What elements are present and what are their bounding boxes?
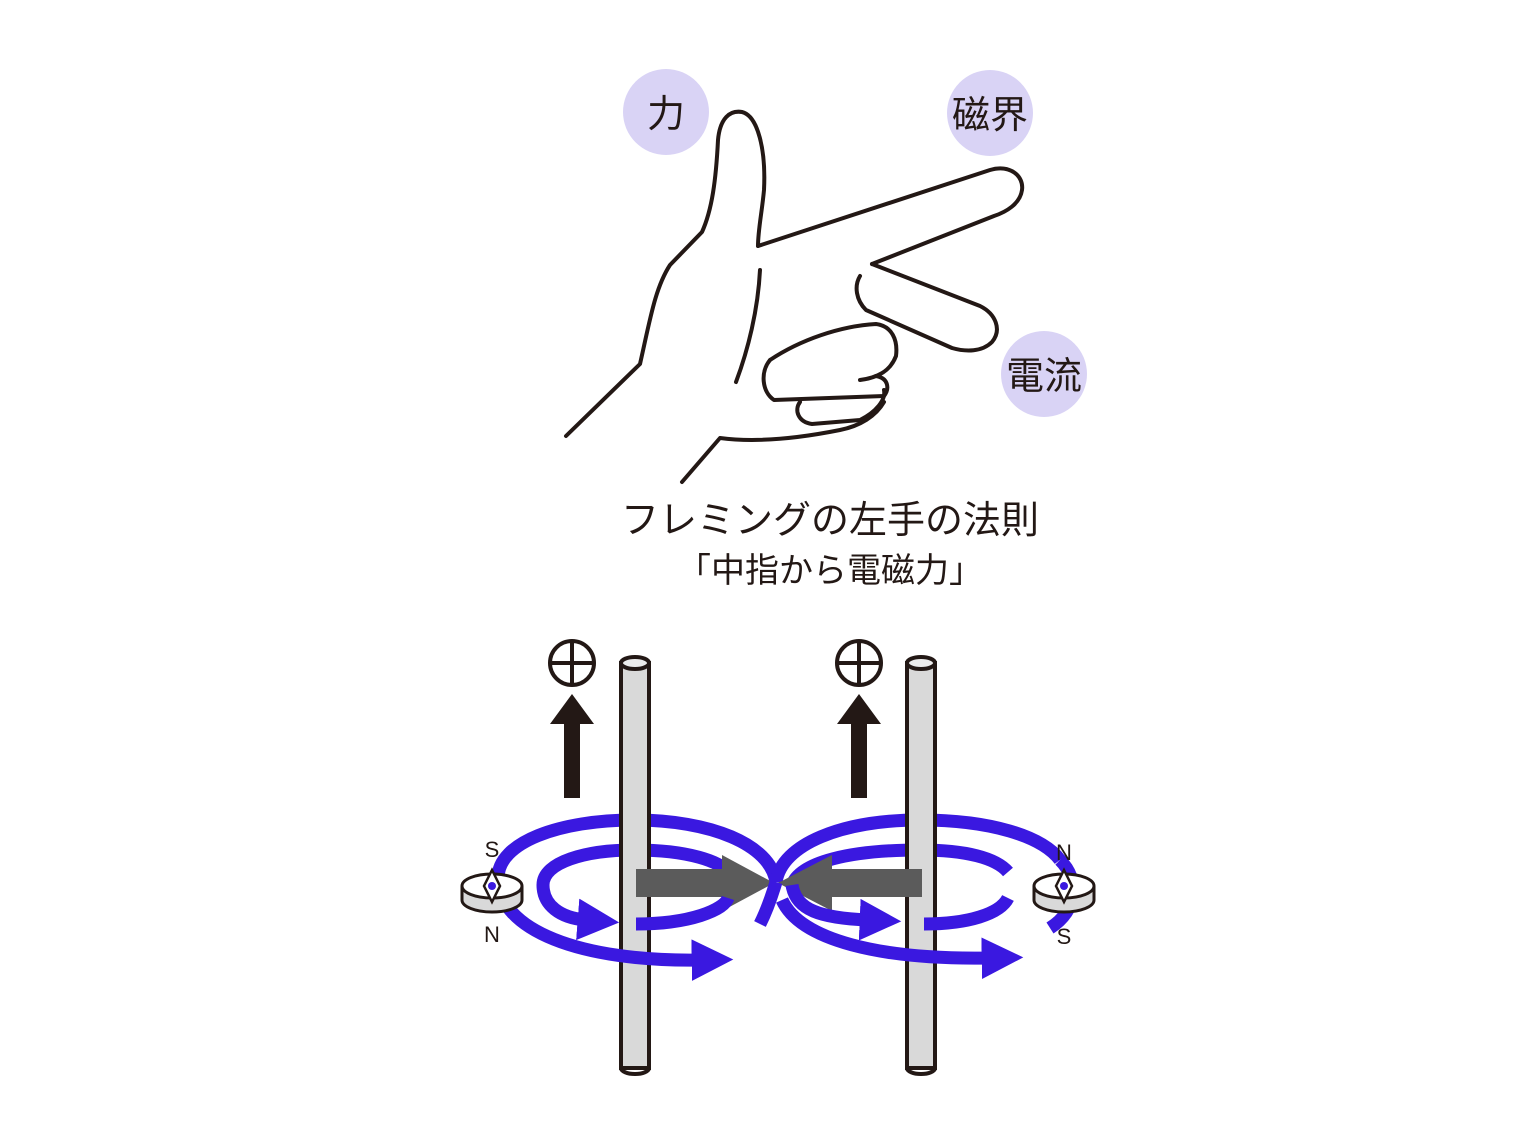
current-arrow-left bbox=[550, 694, 594, 798]
current-arrow-right bbox=[837, 694, 881, 798]
force-label-circle bbox=[623, 69, 709, 155]
hand-outline bbox=[564, 109, 1025, 484]
caption-title: フレミングの左手の法則 bbox=[621, 498, 1039, 542]
compass-right-top-pole: N bbox=[1056, 840, 1072, 865]
force-arrow-right bbox=[636, 855, 774, 911]
current-label: 電流 bbox=[1006, 354, 1082, 398]
wire-left bbox=[619, 655, 651, 1076]
compass-left-bottom-pole: N bbox=[484, 922, 500, 947]
current-label-circle bbox=[1001, 331, 1087, 417]
force-label: 力 bbox=[647, 92, 685, 136]
caption-subtitle: 「中指から電磁力」 bbox=[677, 551, 983, 591]
current-plus-symbol-right bbox=[835, 639, 883, 687]
force-arrow-left bbox=[778, 855, 922, 911]
current-plus-symbol-left bbox=[548, 639, 596, 687]
field-lines-back bbox=[491, 813, 1066, 888]
compass-left-top-pole: S bbox=[485, 837, 500, 862]
magnetic-field-label: 磁界 bbox=[952, 93, 1028, 137]
hand-illustration: 力 磁界 電流 bbox=[564, 69, 1087, 484]
compass-right-bottom-pole: S bbox=[1057, 924, 1072, 949]
compass-right: N S bbox=[1032, 840, 1096, 949]
compass-left: S N bbox=[460, 837, 524, 947]
field-lines-front bbox=[491, 855, 1080, 981]
current-direction-markers bbox=[548, 639, 883, 798]
magnetic-field-label-circle bbox=[947, 70, 1033, 156]
wire-right bbox=[905, 655, 937, 1076]
